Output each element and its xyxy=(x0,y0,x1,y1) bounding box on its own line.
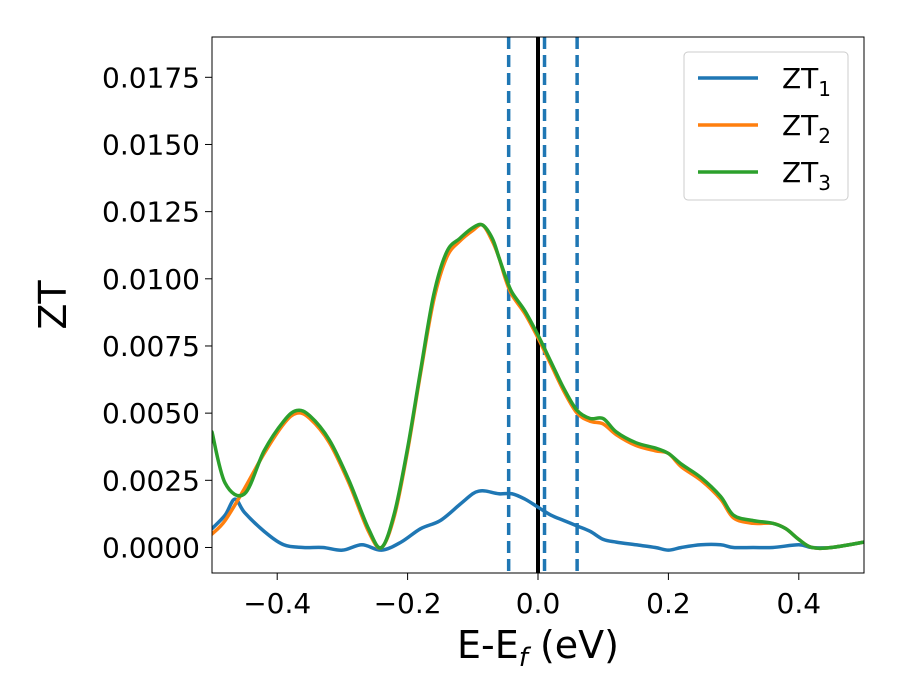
legend-box xyxy=(683,51,849,201)
y-tick-label: 0.0175 xyxy=(102,61,200,94)
legend-label-zt3: ZT3 xyxy=(782,156,831,195)
y-tick-label: 0.0100 xyxy=(102,263,200,296)
legend-label-zt1: ZT1 xyxy=(782,62,831,101)
x-tick-label: 0.0 xyxy=(516,587,561,620)
x-tick-label: 0.2 xyxy=(646,587,691,620)
y-tick-label: 0.0050 xyxy=(102,397,200,430)
y-tick-label: 0.0025 xyxy=(102,464,200,497)
y-axis-label: ZT xyxy=(31,280,75,330)
series-line-zt3 xyxy=(212,222,864,551)
y-tick-label: 0.0125 xyxy=(102,196,200,229)
x-tick-label: −0.2 xyxy=(374,587,442,620)
x-tick-label: 0.4 xyxy=(777,587,822,620)
legend: ZT1 ZT2 ZT3 xyxy=(683,51,849,201)
y-tick-label: 0.0075 xyxy=(102,330,200,363)
series-line-zt1 xyxy=(212,488,864,552)
legend-label-zt2: ZT2 xyxy=(782,109,831,148)
y-tick-label: 0.0000 xyxy=(102,531,200,564)
y-tick-label: 0.0150 xyxy=(102,128,200,161)
x-axis-label: E-Ef (eV) xyxy=(457,623,619,673)
x-tick-label: −0.4 xyxy=(243,587,311,620)
